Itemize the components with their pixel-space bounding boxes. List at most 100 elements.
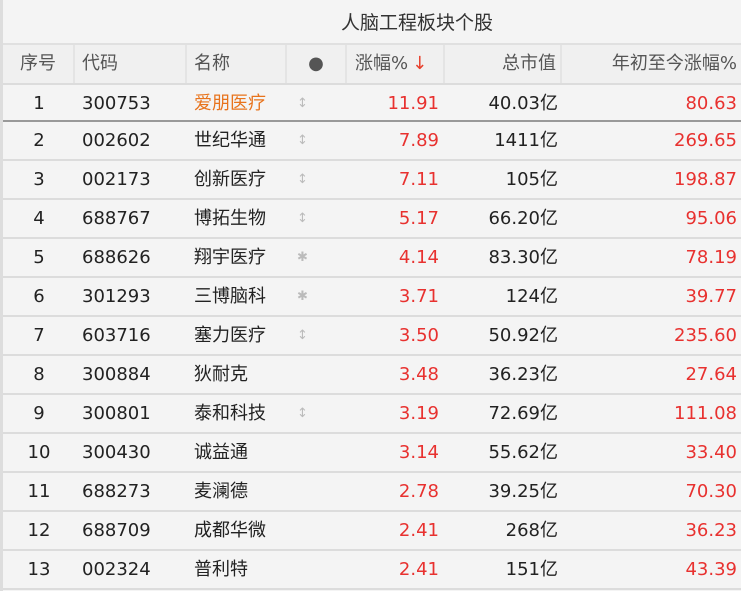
row-idx: 10 [27,442,51,463]
row-idx: 11 [27,481,51,502]
ytd-change: 80.63 [685,93,737,114]
status-icon: ↕ [297,96,308,111]
ytd-change: 39.77 [685,286,737,307]
change-pct: 3.71 [398,286,439,307]
market-cap: 105亿 [505,169,558,190]
ytd-change: 27.64 [685,364,737,385]
row-idx: 12 [27,520,51,541]
table-row[interactable]: 7 603716 塞力医疗 ↕ 3.50 50.92亿 235.60 [3,317,741,356]
status-icon: ✱ [297,289,308,304]
row-idx: 9 [33,403,45,424]
stock-code: 300884 [82,364,151,385]
change-pct: 3.48 [398,364,439,385]
table-row[interactable]: 1 300753 爱朋医疗 ↕ 11.91 40.03亿 80.63 [3,85,741,122]
stock-name: 创新医疗 [194,169,266,190]
stock-name: 麦澜德 [194,481,248,502]
ytd-change: 235.60 [674,325,737,346]
change-pct: 5.17 [398,208,439,229]
ytd-change: 43.39 [685,559,737,580]
ytd-change: 70.30 [685,481,737,502]
status-icon: ↕ [297,172,308,187]
header-code[interactable]: 代码 [75,45,187,83]
stock-code: 688273 [82,481,151,502]
stock-code: 301293 [82,286,151,307]
table-row[interactable]: 11 688273 麦澜德 2.78 39.25亿 70.30 [3,473,741,512]
stock-name: 爱朋医疗 [194,93,266,114]
status-icon [287,434,347,471]
row-idx: 7 [33,325,45,346]
table-header: 序号 代码 名称 ● 涨幅% ↓ 总市值 年初至今涨幅% [3,45,741,85]
header-dot-icon[interactable]: ● [287,45,347,83]
status-icon: ↕ [297,406,308,421]
table-row[interactable]: 9 300801 泰和科技 ↕ 3.19 72.69亿 111.08 [3,395,741,434]
change-pct: 3.50 [398,325,439,346]
change-pct: 7.89 [398,130,439,151]
row-idx: 1 [33,93,45,114]
table-row[interactable]: 2 002602 世纪华通 ↕ 7.89 1411亿 269.65 [3,122,741,161]
ytd-change: 95.06 [685,208,737,229]
status-icon [287,551,347,588]
stock-code: 300430 [82,442,151,463]
market-cap: 40.03亿 [488,93,558,114]
stock-name: 三博脑科 [194,286,266,307]
stock-name: 诚益通 [194,442,248,463]
ytd-change: 36.23 [685,520,737,541]
table-row[interactable]: 4 688767 博拓生物 ↕ 5.17 66.20亿 95.06 [3,200,741,239]
change-pct: 2.41 [398,559,439,580]
stock-code: 688709 [82,520,151,541]
header-idx[interactable]: 序号 [3,45,75,83]
table-row[interactable]: 8 300884 狄耐克 3.48 36.23亿 27.64 [3,356,741,395]
stock-code: 002324 [82,559,151,580]
stock-name: 成都华微 [194,520,266,541]
status-icon: ↕ [297,133,308,148]
row-idx: 13 [27,559,51,580]
stock-code: 300753 [82,93,151,114]
market-cap: 55.62亿 [488,442,558,463]
stock-code: 603716 [82,325,151,346]
status-icon [287,473,347,510]
status-icon: ✱ [297,250,308,265]
row-idx: 8 [33,364,45,385]
row-idx: 2 [33,130,45,151]
change-pct: 11.91 [387,93,439,114]
ytd-change: 269.65 [674,130,737,151]
table-row[interactable]: 3 002173 创新医疗 ↕ 7.11 105亿 198.87 [3,161,741,200]
stock-code: 300801 [82,403,151,424]
stock-name: 博拓生物 [194,208,266,229]
header-ytd[interactable]: 年初至今涨幅% [611,53,737,74]
header-cap[interactable]: 总市值 [445,45,562,83]
sort-desc-icon: ↓ [412,53,428,74]
header-name[interactable]: 名称 [187,45,287,83]
market-cap: 50.92亿 [488,325,558,346]
status-icon [287,512,347,549]
row-idx: 5 [33,247,45,268]
table-row[interactable]: 6 301293 三博脑科 ✱ 3.71 124亿 39.77 [3,278,741,317]
stock-name: 普利特 [194,559,248,580]
stock-name: 世纪华通 [194,130,266,151]
status-icon: ↕ [297,211,308,226]
status-icon [287,356,347,393]
market-cap: 66.20亿 [488,208,558,229]
stock-name: 塞力医疗 [194,325,266,346]
market-cap: 268亿 [505,520,558,541]
change-pct: 4.14 [398,247,439,268]
row-idx: 4 [33,208,45,229]
table-row[interactable]: 12 688709 成都华微 2.41 268亿 36.23 [3,512,741,551]
ytd-change: 111.08 [674,403,737,424]
market-cap: 124亿 [505,286,558,307]
market-cap: 36.23亿 [488,364,558,385]
change-pct: 7.11 [398,169,439,190]
stock-name: 泰和科技 [194,403,266,424]
stock-code: 002602 [82,130,151,151]
panel-title: 人脑工程板块个股 [3,0,741,45]
status-icon: ↕ [297,328,308,343]
change-pct: 2.41 [398,520,439,541]
stock-code: 688767 [82,208,151,229]
row-idx: 3 [33,169,45,190]
table-row[interactable]: 13 002324 普利特 2.41 151亿 43.39 [3,551,741,590]
header-change-label: 涨幅% [355,53,409,74]
header-change[interactable]: 涨幅% ↓ [347,45,445,83]
table-row[interactable]: 5 688626 翔宇医疗 ✱ 4.14 83.30亿 78.19 [3,239,741,278]
table-row[interactable]: 10 300430 诚益通 3.14 55.62亿 33.40 [3,434,741,473]
